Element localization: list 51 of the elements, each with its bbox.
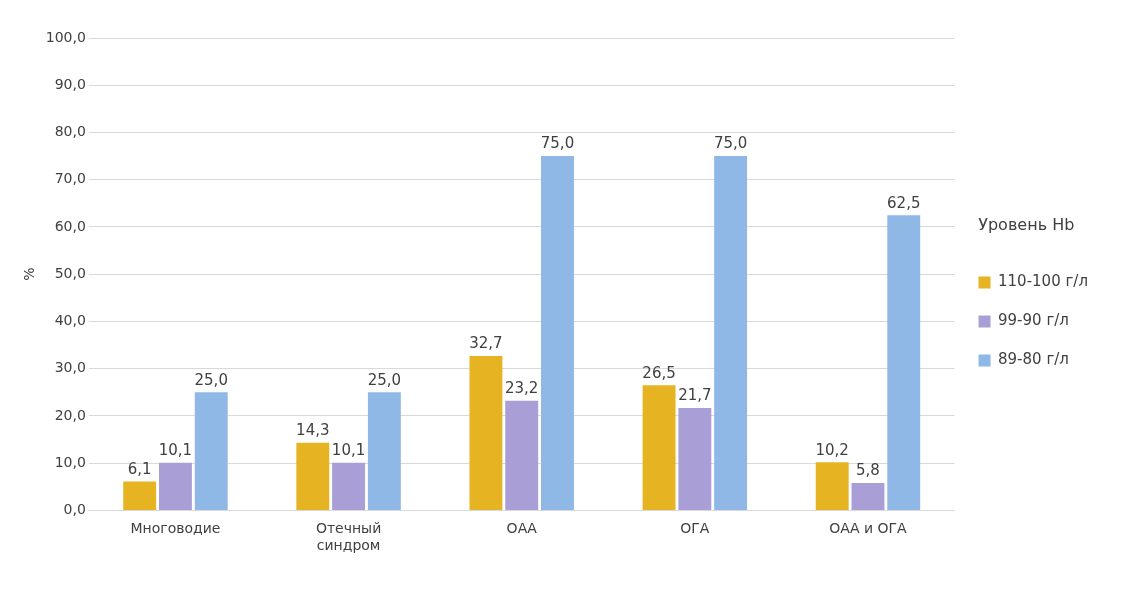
bar <box>367 392 401 510</box>
y-tick-label: 40,0 <box>54 312 86 329</box>
y-tick-label: 50,0 <box>54 264 86 281</box>
bar <box>541 156 574 510</box>
data-label: 62,5 <box>887 193 921 212</box>
data-label: 21,7 <box>678 386 712 405</box>
data-label: 10,1 <box>331 441 366 460</box>
data-label: 6,1 <box>127 459 152 478</box>
y-tick-label: 10,0 <box>54 453 86 470</box>
bar <box>332 462 366 510</box>
data-label: 5,8 <box>856 461 880 480</box>
legend-title: Уровень Hb <box>978 215 1075 235</box>
data-label: 75,0 <box>713 134 748 153</box>
bar <box>505 400 539 510</box>
bar <box>851 483 885 510</box>
legend-label: 110-100 г/л <box>998 272 1089 291</box>
bar <box>714 156 748 510</box>
bar <box>123 481 157 510</box>
y-tick-label: 90,0 <box>54 75 86 92</box>
y-tick-label: 30,0 <box>54 359 86 376</box>
y-tick-label: 0,0 <box>63 501 86 518</box>
x-tick-label: ОГА <box>680 520 710 537</box>
y-tick-label: 60,0 <box>54 217 86 234</box>
data-label: 14,3 <box>296 421 330 440</box>
data-label: 32,7 <box>469 334 503 353</box>
data-label: 75,0 <box>540 134 575 153</box>
data-label: 25,0 <box>194 370 228 389</box>
bar <box>642 385 676 510</box>
x-tick-label: Многоводие <box>130 520 221 537</box>
y-tick-label: 80,0 <box>54 123 86 140</box>
data-label: 26,5 <box>642 363 676 382</box>
y-tick-label: 70,0 <box>54 170 86 187</box>
bar <box>887 215 921 510</box>
x-tick-label: ОАА и ОГА <box>829 520 908 537</box>
bar <box>194 392 228 510</box>
data-label: 10,2 <box>815 440 849 459</box>
y-axis-title: % <box>21 267 38 281</box>
y-tick-label: 20,0 <box>54 406 86 423</box>
bar <box>296 442 330 510</box>
bar <box>158 462 192 510</box>
data-label: 10,1 <box>158 441 193 460</box>
x-tick-label: Отечный синдром <box>315 520 382 554</box>
data-label: 25,0 <box>367 370 402 389</box>
bar <box>469 355 503 510</box>
data-label: 23,2 <box>505 379 539 398</box>
x-tick-label: ОАА <box>506 520 538 537</box>
legend-label: 99-90 г/л <box>998 311 1069 330</box>
bar <box>815 462 849 510</box>
bar <box>678 407 712 510</box>
legend-label: 89-80 г/л <box>998 350 1069 369</box>
y-tick-label: 100,0 <box>45 28 86 45</box>
